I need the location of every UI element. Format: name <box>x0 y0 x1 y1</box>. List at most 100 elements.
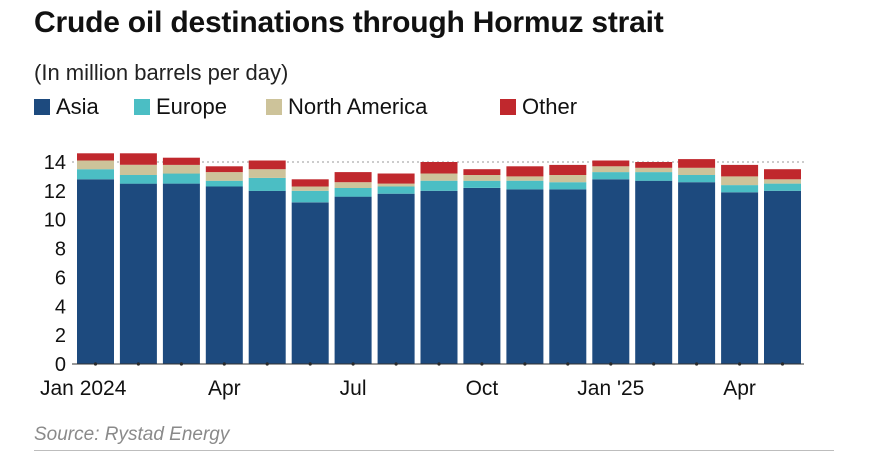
bar-segment-asia-10 <box>506 189 544 364</box>
bar-segment-other-1 <box>119 153 157 165</box>
y-tick-label-4: 4 <box>55 296 66 318</box>
legend-item-other: Other <box>500 94 577 120</box>
bar-segment-other-12 <box>592 160 630 167</box>
bar-segment-other-13 <box>635 162 673 168</box>
bar-segment-europe-15 <box>721 185 759 193</box>
bar-segment-asia-6 <box>334 196 372 364</box>
bar-segment-europe-6 <box>334 188 372 197</box>
bar-segment-north-america-11 <box>549 175 587 183</box>
bar-segment-north-america-7 <box>377 183 415 187</box>
bar-segment-asia-16 <box>764 190 801 364</box>
bar-segment-asia-8 <box>420 190 458 364</box>
x-tick-label-15: Apr <box>723 377 756 400</box>
bar-segment-europe-9 <box>463 180 501 188</box>
bar-segment-north-america-15 <box>721 176 759 186</box>
bar-segment-asia-15 <box>721 192 759 364</box>
bar-segment-north-america-3 <box>205 172 243 181</box>
x-tick-label-12: Jan '25 <box>577 377 644 400</box>
chart-subtitle: (In million barrels per day) <box>34 60 289 85</box>
bar-segment-europe-14 <box>678 175 716 183</box>
legend-label-europe: Europe <box>156 94 227 119</box>
bar-segment-north-america-14 <box>678 167 716 175</box>
bar-segment-other-14 <box>678 159 716 168</box>
bar-segment-other-9 <box>463 169 501 175</box>
legend-item-asia: Asia <box>34 94 99 120</box>
legend-item-europe: Europe <box>134 94 227 120</box>
bar-segment-north-america-16 <box>764 179 801 184</box>
bar-segment-north-america-13 <box>635 167 673 173</box>
y-tick-label-0: 0 <box>55 354 66 376</box>
bar-segment-other-11 <box>549 164 587 175</box>
bar-segment-other-8 <box>420 162 458 174</box>
y-tick-label-2: 2 <box>55 325 66 347</box>
source-note: Source: Rystad Energy <box>34 424 230 445</box>
bar-segment-asia-11 <box>549 189 587 364</box>
bar-segment-europe-4 <box>248 177 286 191</box>
bar-segment-north-america-2 <box>162 164 200 174</box>
y-tick-label-14: 14 <box>44 152 66 174</box>
bar-segment-europe-2 <box>162 173 200 184</box>
x-tick-label-3: Apr <box>208 377 241 400</box>
bar-segment-other-4 <box>248 160 286 170</box>
legend-label-other: Other <box>522 94 578 119</box>
bar-segment-europe-8 <box>420 180 458 191</box>
bar-segment-other-2 <box>162 157 200 165</box>
bar-segment-other-5 <box>291 179 329 187</box>
bar-segment-other-6 <box>334 172 372 183</box>
legend: Asia Europe North America Other <box>34 94 734 124</box>
bar-segment-other-10 <box>506 166 544 177</box>
legend-swatch-asia <box>34 99 50 115</box>
y-tick-label-12: 12 <box>44 181 66 203</box>
bar-segment-asia-3 <box>205 186 243 364</box>
bar-segment-europe-3 <box>205 180 243 187</box>
bar-segment-europe-7 <box>377 186 415 194</box>
bar-segment-asia-13 <box>635 180 673 364</box>
bar-segment-north-america-5 <box>291 186 329 191</box>
bar-segment-europe-11 <box>549 182 587 190</box>
x-tick-label-9: Oct <box>466 377 499 400</box>
bar-segment-north-america-0 <box>77 160 114 170</box>
bar-segment-north-america-12 <box>592 166 630 173</box>
bar-segment-europe-0 <box>77 169 114 180</box>
bar-segment-asia-14 <box>678 182 716 364</box>
bar-segment-asia-7 <box>377 193 415 364</box>
bar-segment-asia-4 <box>248 190 286 364</box>
legend-swatch-north-america <box>266 99 282 115</box>
bar-segment-europe-13 <box>635 172 673 181</box>
bottom-rule <box>34 450 834 451</box>
bar-segment-asia-12 <box>592 179 630 364</box>
chart-title: Crude oil destinations through Hormuz st… <box>34 6 664 39</box>
x-tick-label-0: Jan 2024 <box>40 377 127 400</box>
bar-segment-other-0 <box>77 153 114 161</box>
bar-segment-other-16 <box>764 169 801 180</box>
legend-item-north-america: North America <box>266 94 427 120</box>
bar-segment-asia-2 <box>162 183 200 364</box>
legend-swatch-other <box>500 99 516 115</box>
legend-label-asia: Asia <box>56 94 99 119</box>
x-tick-label-6: Jul <box>340 377 367 400</box>
bar-segment-asia-5 <box>291 202 329 364</box>
bar-segment-europe-12 <box>592 172 630 180</box>
bar-segment-north-america-10 <box>506 176 544 181</box>
bar-segment-north-america-8 <box>420 173 458 181</box>
bar-segment-europe-5 <box>291 190 329 203</box>
y-tick-label-6: 6 <box>55 267 66 289</box>
y-tick-label-10: 10 <box>44 210 66 232</box>
bar-segment-europe-1 <box>119 175 157 184</box>
bar-segment-asia-9 <box>463 188 501 364</box>
bar-segment-other-3 <box>205 166 243 173</box>
bar-segment-north-america-4 <box>248 169 286 178</box>
bar-segment-other-7 <box>377 173 415 184</box>
bar-segment-north-america-9 <box>463 175 501 181</box>
bar-segment-europe-10 <box>506 180 544 190</box>
legend-swatch-europe <box>134 99 150 115</box>
y-tick-label-8: 8 <box>55 239 66 261</box>
bar-segment-europe-16 <box>764 183 801 191</box>
stacked-bar-chart: 0 2 4 6 8 10 12 14 Jan 2024 Apr Jul Oct Jan '25 Apr <box>40 152 804 400</box>
bar-segment-north-america-1 <box>119 164 157 175</box>
bar-segment-asia-0 <box>77 179 114 364</box>
legend-label-north-america: North America <box>288 94 428 119</box>
bar-segment-asia-1 <box>119 183 157 364</box>
bar-segment-north-america-6 <box>334 182 372 188</box>
bar-segment-other-15 <box>721 164 759 177</box>
